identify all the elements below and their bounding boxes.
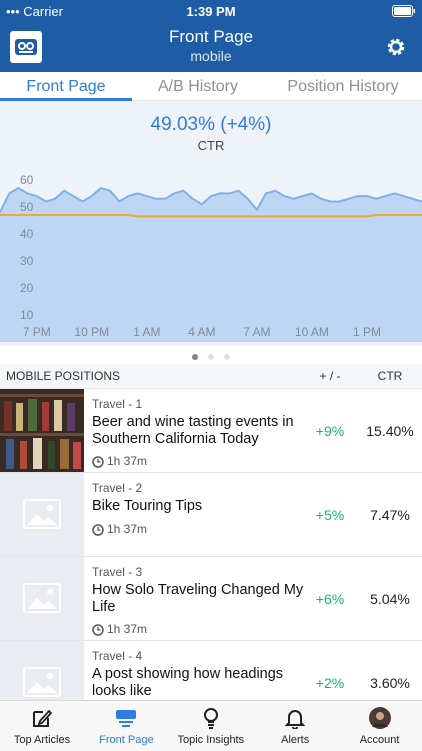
bottom-nav: Top Articles Front Page Topic Insights Aler… [0, 700, 422, 751]
article-title: How Solo Traveling Changed My Life [92, 582, 304, 615]
logo[interactable] [10, 31, 42, 63]
x-tick-label: 10 PM [74, 325, 109, 339]
y-tick-label: 50 [20, 200, 34, 214]
section-header: MOBILE POSITIONS + / - CTR [0, 364, 422, 389]
position-row[interactable]: Travel - 2 Bike Touring Tips 1h 37m +5% 7.47… [0, 473, 422, 557]
position-row[interactable]: Travel - 1 Beer and wine tasting events i… [0, 389, 422, 473]
category: Travel - 4 [92, 649, 143, 663]
thumbnail [0, 473, 84, 556]
battery [392, 5, 415, 17]
nav-icon [368, 707, 391, 729]
nav-label: Front Page [99, 734, 154, 746]
nav-item[interactable]: Front Page [84, 701, 168, 751]
clock-icon [92, 523, 104, 541]
clock-glyph [92, 624, 104, 636]
status-bar: ••• Carrier 1:39 PM [0, 0, 422, 22]
x-tick-label: 1 PM [353, 325, 381, 339]
nav-item[interactable]: Account [338, 701, 422, 751]
nav-item[interactable]: Top Articles [0, 701, 84, 751]
column-header: + / - [319, 369, 341, 383]
settings-icon[interactable] [386, 37, 406, 57]
ctr-change: +5% [315, 507, 345, 523]
ctr-change: +9% [315, 423, 345, 439]
line [0, 214, 422, 218]
x-tick-label: 7 AM [243, 325, 270, 339]
tab-bar: Front Page A/B History Position History [0, 72, 422, 101]
nav-icon [284, 710, 306, 729]
header: Front Page mobile [0, 22, 422, 72]
ctr-value: 15.40% [366, 423, 414, 439]
header-title: Front Page [168, 27, 254, 46]
column-header: CTR [377, 369, 403, 383]
section-title: MOBILE POSITIONS [6, 369, 121, 383]
ctr-summary: 49.03% (+4%) [150, 114, 272, 135]
nav-item[interactable]: Topic Insights [169, 701, 253, 751]
tab[interactable]: A/B History [157, 78, 238, 95]
nav-item[interactable]: Alerts [253, 701, 337, 751]
ctr-value: 7.47% [370, 507, 410, 523]
clock-icon [92, 623, 104, 641]
x-tick-label: 7 PM [23, 325, 51, 339]
y-tick-label: 40 [20, 227, 34, 241]
tab[interactable]: Position History [287, 78, 399, 95]
y-tick-label: 20 [20, 281, 34, 295]
nav-label: Top Articles [13, 734, 71, 746]
pager [0, 346, 422, 364]
ctr-change: +2% [315, 675, 345, 691]
nav-label: Topic Insights [177, 734, 245, 746]
article-title: Bike Touring Tips [92, 498, 203, 514]
x-tick-label: 4 AM [188, 325, 215, 339]
nav-icon [116, 710, 137, 727]
y-tick-label: 60 [20, 173, 34, 187]
category: Travel - 1 [92, 397, 143, 411]
clock-glyph [92, 456, 104, 468]
ctr-value: 5.04% [370, 591, 410, 607]
image-placeholder [23, 499, 61, 529]
ctr-value: 3.60% [370, 675, 410, 691]
nav-icon [203, 708, 218, 729]
time-ago: 1h 37m [107, 454, 148, 468]
image-placeholder [23, 667, 61, 697]
nav-label: Account [359, 734, 400, 746]
nav-icon [33, 709, 53, 727]
clock-icon [92, 455, 104, 473]
photo [0, 389, 84, 472]
article-title: A post showing how headings looks like [92, 666, 284, 699]
header-subtitle: mobile [190, 48, 232, 64]
time-ago: 1h 37m [107, 522, 148, 536]
area [0, 188, 422, 342]
nav-label: Alerts [281, 734, 310, 746]
carrier-name: Carrier [23, 4, 63, 19]
ctr-label: CTR [197, 138, 225, 153]
clock: 1:39 PM [186, 4, 236, 19]
category: Travel - 3 [92, 565, 143, 579]
x-tick-label: 10 AM [295, 325, 329, 339]
line [0, 186, 422, 213]
category: Travel - 2 [92, 481, 143, 495]
x-tick-label: 1 AM [133, 325, 160, 339]
thumbnail [0, 389, 84, 472]
position-row[interactable]: Travel - 3 How Solo Traveling Changed My … [0, 557, 422, 641]
y-tick-label: 30 [20, 254, 34, 268]
clock-glyph [92, 524, 104, 536]
page-dots [192, 354, 230, 360]
article-title: Beer and wine tasting events in Southern… [92, 414, 294, 447]
ctr-change: +6% [315, 591, 345, 607]
chart: 10 20 30 40 50 60 7 PM 10 PM 1 AM 4 AM 7 AM 10 AM 1 … [0, 173, 422, 342]
thumbnail [0, 557, 84, 640]
y-tick-label: 10 [20, 308, 34, 322]
tab-indicator [0, 98, 132, 101]
carrier: ••• Carrier [6, 4, 63, 19]
tab[interactable]: Front Page [26, 78, 106, 95]
chart-panel: 49.03% (+4%) CTR 10 20 30 40 50 60 7 PM 10 PM 1 … [0, 101, 422, 346]
time-ago: 1h 37m [107, 622, 148, 636]
image-placeholder [23, 583, 61, 613]
